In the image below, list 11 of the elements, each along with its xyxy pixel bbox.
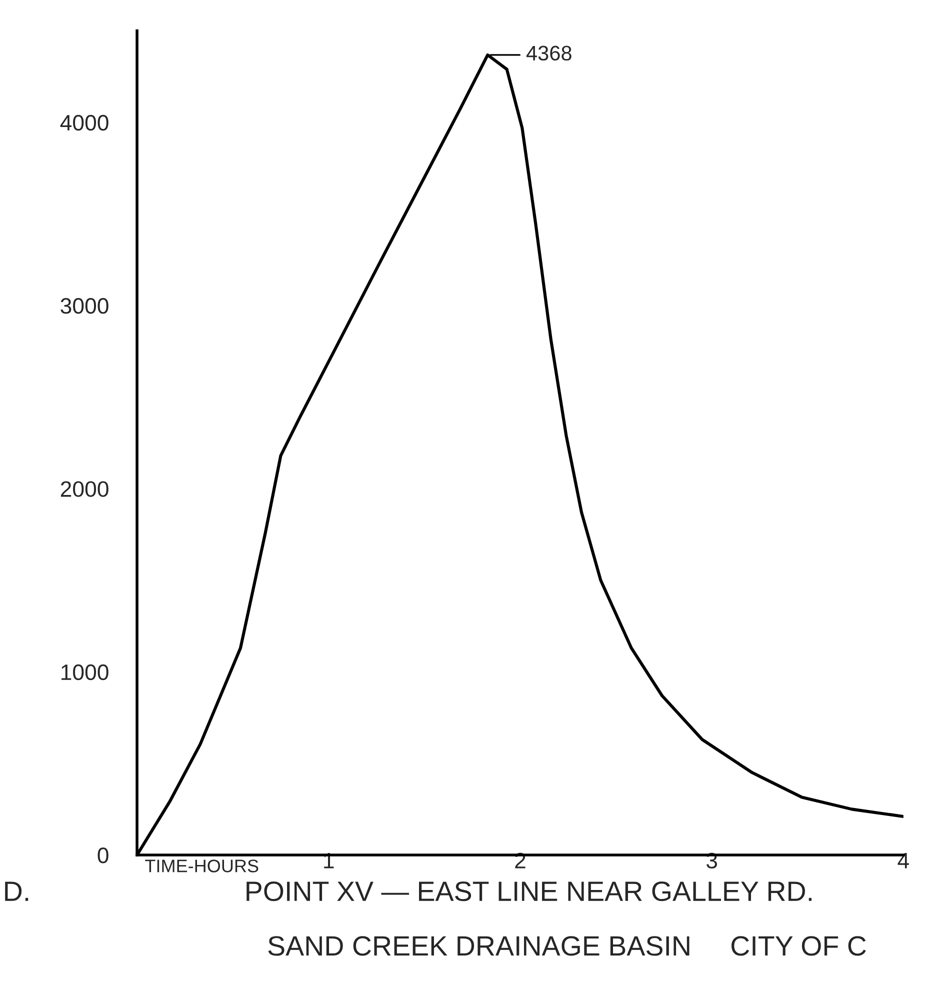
y-tick-label: 0 <box>98 848 108 864</box>
y-tick-label: 1000 <box>62 664 108 680</box>
x-axis-title: TIME-HOURS <box>145 860 258 872</box>
text: SAND CREEK DRAINAGE BASIN CITY OF C <box>268 936 866 956</box>
y-tick-label: 2000 <box>60 481 108 497</box>
x-tick-label: 4 <box>898 853 909 868</box>
text: D. <box>5 882 28 901</box>
text: POINT XV — EAST LINE NEAR GALLEY RD. <box>246 881 812 902</box>
y-tick-label: 4000 <box>60 114 108 131</box>
y-tick-label: 3000 <box>60 298 108 314</box>
annotation: 4368 <box>526 46 572 61</box>
